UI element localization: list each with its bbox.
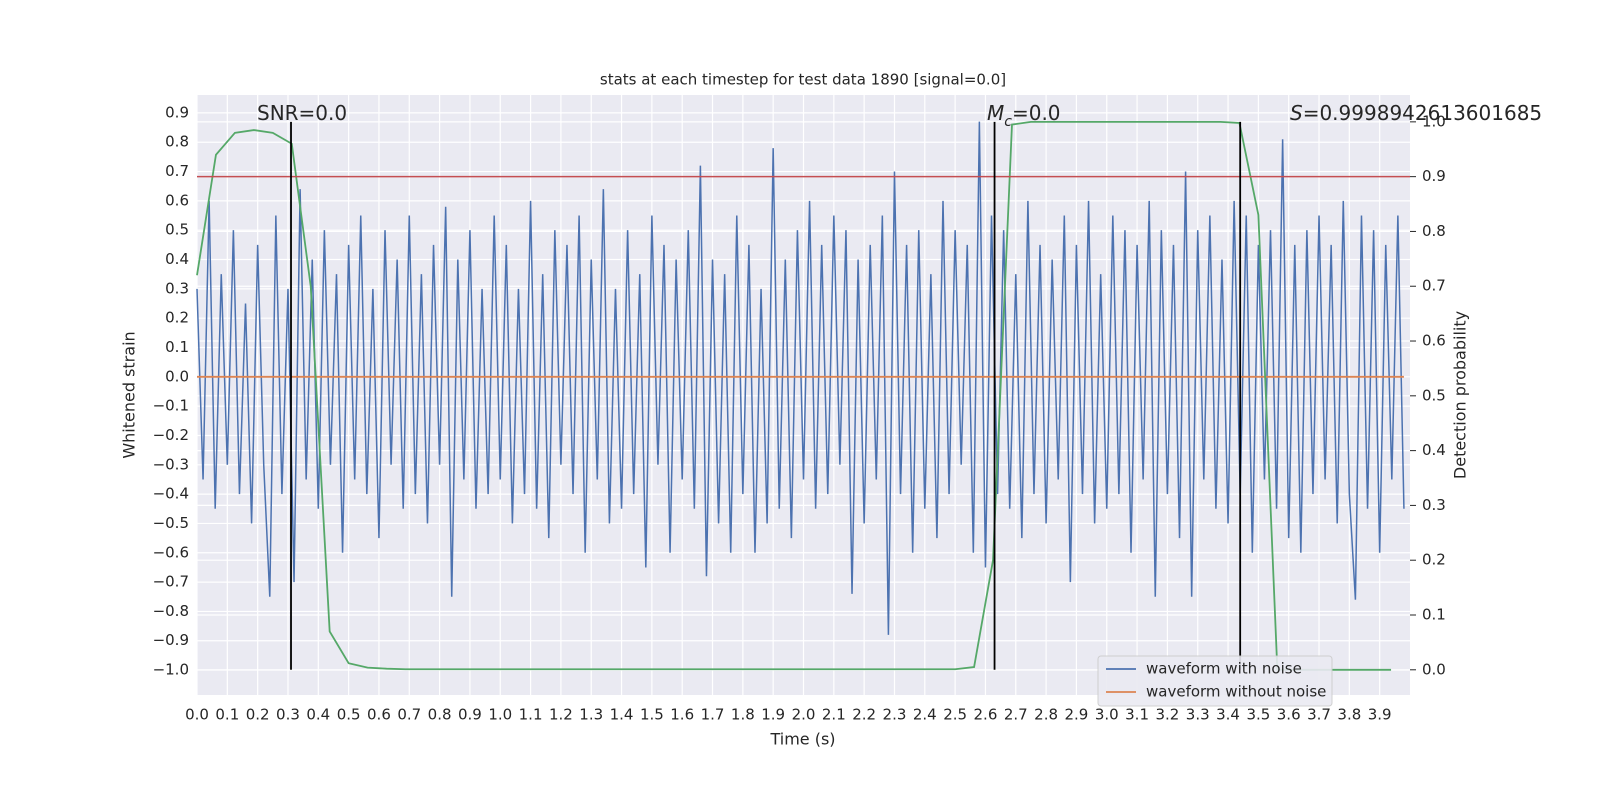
y2-tick-label: 0.0 [1422,660,1446,678]
x-tick-label: 2.6 [974,706,998,724]
y2-tick-label: 0.3 [1422,496,1446,514]
x-tick-label: 3.5 [1246,706,1270,724]
y-tick-label: −0.8 [153,602,189,620]
x-tick-label: 3.0 [1095,706,1119,724]
x-tick-label: 0.9 [458,706,482,724]
x-tick-label: 0.8 [428,706,452,724]
line-series [196,121,1405,635]
y-tick-label: 0.4 [165,250,189,268]
y-tick-label: 0.3 [165,279,189,297]
y2-tick-label: 0.1 [1422,606,1446,624]
x-tick-label: 0.1 [215,706,239,724]
x-tick-label: 0.7 [397,706,421,724]
x-tick-label: 3.3 [1186,706,1210,724]
x-tick-label: 3.1 [1125,706,1149,724]
legend-box [1097,655,1333,707]
x-tick-label: 2.3 [883,706,907,724]
x-tick-label: 3.2 [1155,706,1179,724]
x-tick-label: 3.6 [1277,706,1301,724]
y-tick-label: 0.0 [165,367,189,385]
x-tick-label: 3.9 [1368,706,1392,724]
x-tick-label: 0.3 [276,706,300,724]
x-tick-label: 2.0 [792,706,816,724]
annotation: S=0.9998942613601685 [1290,101,1542,125]
y-tick-label: 0.8 [165,133,189,151]
legend-label: waveform without noise [1146,683,1326,701]
x-tick-label: 0.5 [337,706,361,724]
x-tick-label: 3.7 [1307,706,1331,724]
chart-title: stats at each timestep for test data 189… [600,71,1006,89]
x-tick-label: 1.7 [701,706,725,724]
x-tick-label: 1.4 [610,706,634,724]
y-tick-label: −0.1 [153,397,189,415]
y-tick-label: 0.7 [165,162,189,180]
x-tick-label: 0.2 [246,706,270,724]
y-tick-label: −0.5 [153,514,189,532]
y2-tick-label: 0.7 [1422,277,1446,295]
y2-tick-label: 0.5 [1422,386,1446,404]
x-tick-label: 2.5 [943,706,967,724]
x-tick-label: 1.6 [670,706,694,724]
y-tick-label: −1.0 [153,661,189,679]
y-tick-label: 0.1 [165,338,189,356]
y-tick-label: −0.9 [153,631,189,649]
y2-tick-label: 0.4 [1422,441,1446,459]
x-tick-label: 1.3 [579,706,603,724]
annotation: Mc=0.0 [987,101,1061,131]
y2-tick-label: 0.6 [1422,332,1446,350]
annotation-part: =0.9998942613601685 [1303,101,1542,125]
y-tick-label: −0.3 [153,455,189,473]
x-axis-label: Time (s) [769,730,835,749]
x-tick-label: 1.1 [519,706,543,724]
x-tick-label: 2.2 [852,706,876,724]
x-tick-label: 3.4 [1216,706,1240,724]
y-tick-label: 0.2 [165,309,189,327]
y2-tick-label: 0.9 [1422,167,1446,185]
x-tick-label: 3.8 [1337,706,1361,724]
y-tick-label: −0.7 [153,573,189,591]
x-tick-label: 0.0 [185,706,209,724]
x-tick-label: 2.7 [1004,706,1028,724]
x-tick-label: 2.8 [1034,706,1058,724]
annotation-part: =0.0 [1012,101,1061,125]
x-tick-label: 1.8 [731,706,755,724]
x-tick-label: 1.9 [761,706,785,724]
x-tick-label: 0.4 [306,706,330,724]
line-series [196,120,1392,671]
y2-tick-label: 1.0 [1422,112,1446,130]
annotation: SNR=0.0 [257,101,347,125]
x-tick-label: 2.9 [1064,706,1088,724]
x-tick-label: 2.1 [822,706,846,724]
y-tick-label: 0.9 [165,103,189,121]
y2-tick-label: 0.8 [1422,222,1446,240]
annotation-part: SNR=0.0 [257,101,347,125]
y2-axis-label: Detection probability [1451,311,1470,479]
x-tick-label: 1.5 [640,706,664,724]
annotation-part: M [987,101,1004,125]
legend-label: waveform with noise [1146,660,1302,678]
x-tick-label: 2.4 [913,706,937,724]
y-tick-label: 0.6 [165,191,189,209]
annotation-part: c [1004,114,1012,130]
x-tick-label: 0.6 [367,706,391,724]
y-tick-label: 0.5 [165,221,189,239]
y2-tick-label: 0.2 [1422,551,1446,569]
y-tick-label: −0.2 [153,426,189,444]
x-tick-label: 1.0 [488,706,512,724]
x-tick-label: 1.2 [549,706,573,724]
y-tick-label: −0.4 [153,485,189,503]
y-tick-label: −0.6 [153,543,189,561]
y-axis-label: Whitened strain [120,331,139,458]
annotation-part: S [1290,101,1303,125]
